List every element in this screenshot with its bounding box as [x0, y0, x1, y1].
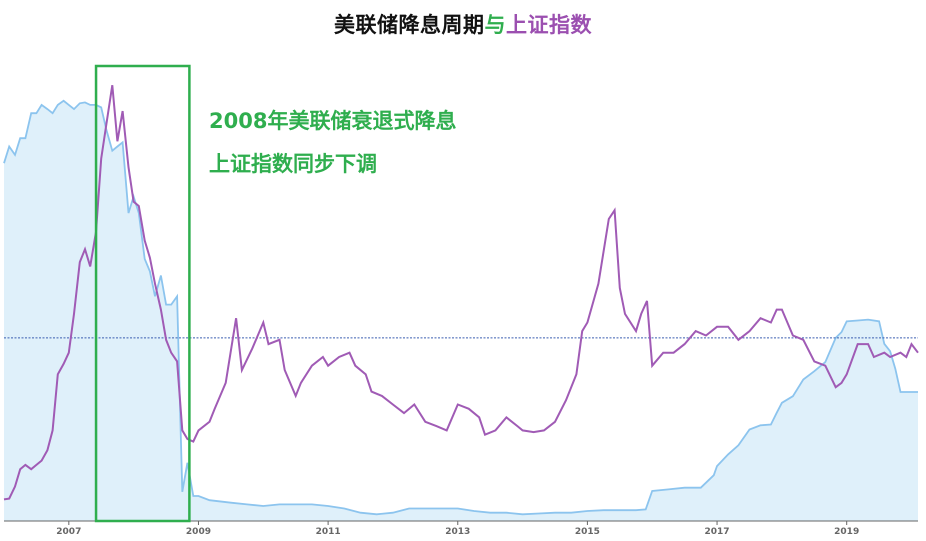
x-tick-label: 2011	[316, 527, 341, 537]
x-tick-label: 2007	[56, 527, 81, 537]
chart-title: 美联储降息周期与上证指数	[0, 9, 926, 39]
x-tick-label: 2009	[186, 527, 211, 537]
title-part-fed: 美联储降息周期	[334, 13, 485, 37]
title-part-and: 与	[484, 13, 506, 37]
annotation-line-1: 2008年美联储衰退式降息	[209, 109, 457, 133]
x-tick-label: 2017	[705, 527, 730, 537]
fed-rate-line	[3, 99, 918, 516]
title-part-sse: 上证指数	[506, 13, 592, 37]
x-tick-label: 2019	[834, 527, 859, 537]
fed-rate-area	[4, 100, 918, 522]
sse-index-line	[3, 85, 919, 501]
x-tick-label: 2015	[575, 527, 600, 537]
annotation-line-2: 上证指数同步下调	[209, 152, 377, 176]
highlight-box	[94, 64, 191, 523]
x-tick-label: 2013	[445, 527, 470, 537]
